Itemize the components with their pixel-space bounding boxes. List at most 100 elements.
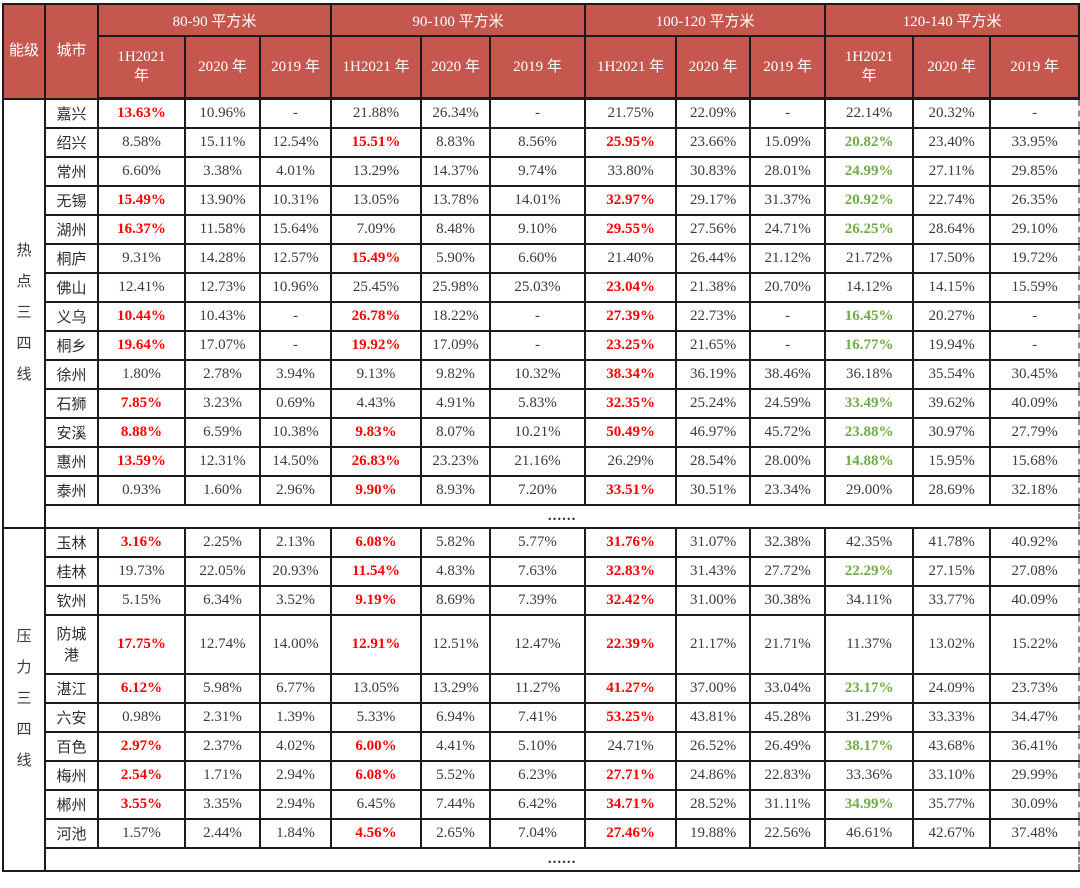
value-cell: 31.11%: [749, 788, 827, 820]
year-header: 1H2021 年: [330, 35, 423, 100]
value-cell: 35.77%: [912, 788, 992, 820]
value-cell: 2.54%: [97, 759, 186, 791]
table-row: 河池 1.57% 2.44% 1.84% 4.56% 2.65% 7.04% 27.46% 19…: [3, 817, 1080, 849]
table-row: 绍兴 8.58% 15.11% 12.54% 15.51% 8.83% 8.56% 25.95…: [3, 126, 1080, 158]
value-cell: 3.55%: [97, 788, 186, 820]
value-cell: 8.07%: [420, 416, 492, 448]
value-cell: 40.09%: [989, 387, 1080, 419]
value-cell: 22.73%: [675, 300, 752, 332]
value-cell: 9.74%: [489, 155, 587, 187]
city-cell: 佛山: [44, 271, 99, 303]
city-cell: 绍兴: [44, 126, 99, 158]
value-cell: 32.35%: [584, 387, 678, 419]
value-cell: 10.96%: [184, 97, 261, 129]
value-cell: 20.93%: [258, 555, 333, 587]
section-2: 压 力 三 四 线玉林 3.16% 2.25% 2.13% 6.08% 5.82% 5.77…: [2, 526, 1080, 872]
value-cell: 23.34%: [749, 474, 827, 506]
city-cell: 徐州: [44, 358, 99, 390]
value-cell: 34.99%: [824, 788, 915, 820]
value-cell: 31.07%: [675, 526, 752, 558]
value-cell: 45.28%: [749, 701, 827, 733]
value-cell: 2.94%: [258, 788, 333, 820]
table-row: 桂林 19.73% 22.05% 20.93% 11.54% 4.83% 7.63% 32.8…: [3, 555, 1080, 587]
value-cell: 26.44%: [675, 242, 752, 274]
value-cell: 11.27%: [489, 672, 587, 704]
value-cell: 32.97%: [584, 184, 678, 216]
value-cell: 21.65%: [675, 329, 752, 361]
value-cell: 24.99%: [824, 155, 915, 187]
value-cell: 8.48%: [420, 213, 492, 245]
value-cell: 4.91%: [420, 387, 492, 419]
year-header: 2020 年: [675, 35, 752, 100]
value-cell: 12.54%: [258, 126, 333, 158]
value-cell: 1.71%: [184, 759, 261, 791]
value-cell: 19.64%: [97, 329, 186, 361]
value-cell: 12.41%: [97, 271, 186, 303]
value-cell: 22.74%: [912, 184, 992, 216]
table-row: 防城港 17.75% 12.74% 14.00% 12.91% 12.51% 12.47% 2…: [3, 613, 1080, 675]
value-cell: 22.83%: [749, 759, 827, 791]
value-cell: 22.09%: [675, 97, 752, 129]
year-header: 2019 年: [749, 35, 827, 100]
value-cell: 14.15%: [912, 271, 992, 303]
value-cell: 9.19%: [330, 584, 423, 616]
value-cell: 39.62%: [912, 387, 992, 419]
value-cell: 36.18%: [824, 358, 915, 390]
city-cell: 义乌: [44, 300, 99, 332]
year-header: 2020 年: [912, 35, 992, 100]
value-cell: 3.38%: [184, 155, 261, 187]
value-cell: 17.09%: [420, 329, 492, 361]
value-cell: 40.09%: [989, 584, 1080, 616]
value-cell: 4.01%: [258, 155, 333, 187]
value-cell: 20.70%: [749, 271, 827, 303]
value-cell: 2.25%: [184, 526, 261, 558]
value-cell: 27.15%: [912, 555, 992, 587]
value-cell: 31.00%: [675, 584, 752, 616]
value-cell: 36.19%: [675, 358, 752, 390]
value-cell: 6.00%: [330, 730, 423, 762]
value-cell: 27.08%: [989, 555, 1080, 587]
value-cell: 43.81%: [675, 701, 752, 733]
value-cell: 1.39%: [258, 701, 333, 733]
value-cell: 28.01%: [749, 155, 827, 187]
ellipsis-row: ......: [3, 503, 1080, 529]
value-cell: 2.13%: [258, 526, 333, 558]
value-cell: 12.51%: [420, 613, 492, 675]
value-cell: 10.38%: [258, 416, 333, 448]
value-cell: 25.03%: [489, 271, 587, 303]
city-cell: 桐乡: [44, 329, 99, 361]
value-cell: 13.90%: [184, 184, 261, 216]
value-cell: 13.59%: [97, 445, 186, 477]
year-header: 1H2021 年: [97, 35, 186, 100]
value-cell: 3.35%: [184, 788, 261, 820]
value-cell: 9.90%: [330, 474, 423, 506]
value-cell: 17.75%: [97, 613, 186, 675]
value-cell: 9.83%: [330, 416, 423, 448]
value-cell: 29.00%: [824, 474, 915, 506]
value-cell: -: [989, 97, 1080, 129]
value-cell: 15.11%: [184, 126, 261, 158]
value-cell: 27.72%: [749, 555, 827, 587]
value-cell: 30.45%: [989, 358, 1080, 390]
value-cell: 5.15%: [97, 584, 186, 616]
value-cell: 33.49%: [824, 387, 915, 419]
value-cell: 7.44%: [420, 788, 492, 820]
value-cell: 42.35%: [824, 526, 915, 558]
value-cell: 24.71%: [584, 730, 678, 762]
header-city-label: 城市: [44, 3, 99, 100]
value-cell: 14.28%: [184, 242, 261, 274]
value-cell: 25.45%: [330, 271, 423, 303]
value-cell: 5.83%: [489, 387, 587, 419]
city-cell: 嘉兴: [44, 97, 99, 129]
table-row: 泰州 0.93% 1.60% 2.96% 9.90% 8.93% 7.20% 33.51% 30…: [3, 474, 1080, 506]
value-cell: 15.51%: [330, 126, 423, 158]
value-cell: 21.88%: [330, 97, 423, 129]
city-cell: 百色: [44, 730, 99, 762]
year-header: 2020 年: [420, 35, 492, 100]
value-cell: 20.27%: [912, 300, 992, 332]
group-header: 90-100 平方米: [330, 3, 587, 37]
value-cell: 10.43%: [184, 300, 261, 332]
value-cell: 6.77%: [258, 672, 333, 704]
value-cell: 8.58%: [97, 126, 186, 158]
value-cell: 0.93%: [97, 474, 186, 506]
